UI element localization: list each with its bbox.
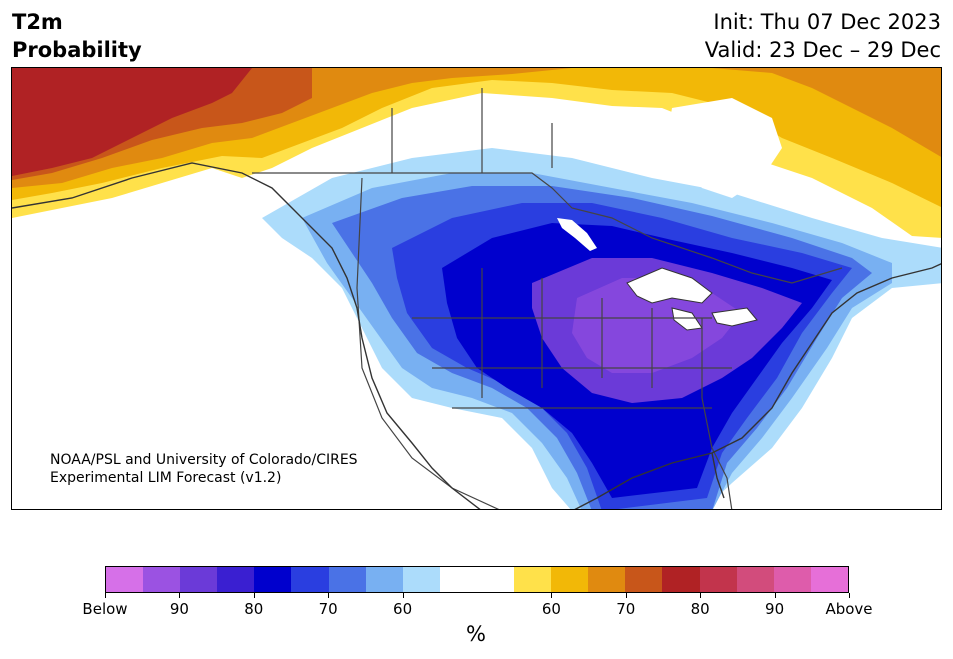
map-panel: NOAA/PSL and University of Colorado/CIRE…	[11, 67, 942, 510]
colorbar-tick	[179, 593, 181, 598]
warm-core-region	[12, 68, 252, 176]
great-lakes	[626, 267, 758, 331]
colorbar-segment	[328, 567, 366, 592]
colorbar-tick	[402, 593, 404, 598]
colorbar-label: Above	[825, 600, 873, 618]
date-info: Init: Thu 07 Dec 2023 Valid: 23 Dec – 29…	[705, 8, 941, 64]
colorbar-labels: Below 90 80 70 60 60 70 80 90 Above	[82, 600, 872, 620]
colorbar-segment	[810, 567, 848, 592]
colorbar-segment	[773, 567, 811, 592]
colorbar-tick	[551, 593, 553, 598]
colorbar-label: 90	[765, 600, 785, 618]
colorbar-label: 80	[690, 600, 710, 618]
colorbar-label: 90	[169, 600, 189, 618]
colorbar-label: 60	[393, 600, 413, 618]
credit-line1: NOAA/PSL and University of Colorado/CIRE…	[50, 452, 358, 468]
colorbar-segment	[588, 567, 626, 592]
colorbar-segment	[254, 567, 292, 592]
colorbar-tick	[774, 593, 776, 598]
colorbar-tick	[849, 593, 850, 598]
colorbar-segment	[662, 567, 700, 592]
colorbar-label: 70	[616, 600, 636, 618]
colorbar-segment	[143, 567, 181, 592]
colorbar-segment	[551, 567, 589, 592]
map-title: T2m Probability	[12, 8, 142, 64]
colorbar-segment	[106, 567, 144, 592]
colorbar-label: 80	[244, 600, 264, 618]
coastlines	[12, 162, 941, 509]
colorbar-segment	[476, 567, 515, 592]
colorbar-segment	[625, 567, 663, 592]
probability-map	[12, 68, 941, 509]
colorbar-label: 60	[541, 600, 561, 618]
colorbar-segment	[365, 567, 403, 592]
colorbar	[105, 566, 849, 593]
colorbar-tick	[625, 593, 627, 598]
credit-line2: Experimental LIM Forecast (v1.2)	[50, 470, 282, 486]
colorbar-segment	[514, 567, 552, 592]
colorbar-segment	[180, 567, 218, 592]
init-date: Init: Thu 07 Dec 2023	[713, 10, 941, 34]
colorbar-tick	[700, 593, 702, 598]
colorbar-tick	[105, 593, 106, 598]
hudson-bay-edge	[667, 98, 782, 198]
title-line1: T2m	[12, 10, 63, 34]
colorbar-segment	[439, 567, 477, 592]
colorbar-segment	[291, 567, 329, 592]
colorbar-segment	[699, 567, 737, 592]
credit-text: NOAA/PSL and University of Colorado/CIRE…	[50, 451, 358, 487]
title-line2: Probability	[12, 38, 142, 62]
colorbar-segment	[217, 567, 255, 592]
colorbar-tick	[253, 593, 255, 598]
colorbar-segment	[402, 567, 440, 592]
colorbar-label: Below	[82, 600, 128, 618]
colorbar-label: 70	[318, 600, 338, 618]
lake-winnipeg	[557, 218, 597, 251]
valid-date: Valid: 23 Dec – 29 Dec	[704, 38, 941, 62]
colorbar-segment	[736, 567, 774, 592]
colorbar-unit: %	[466, 622, 486, 646]
colorbar-tick	[328, 593, 330, 598]
